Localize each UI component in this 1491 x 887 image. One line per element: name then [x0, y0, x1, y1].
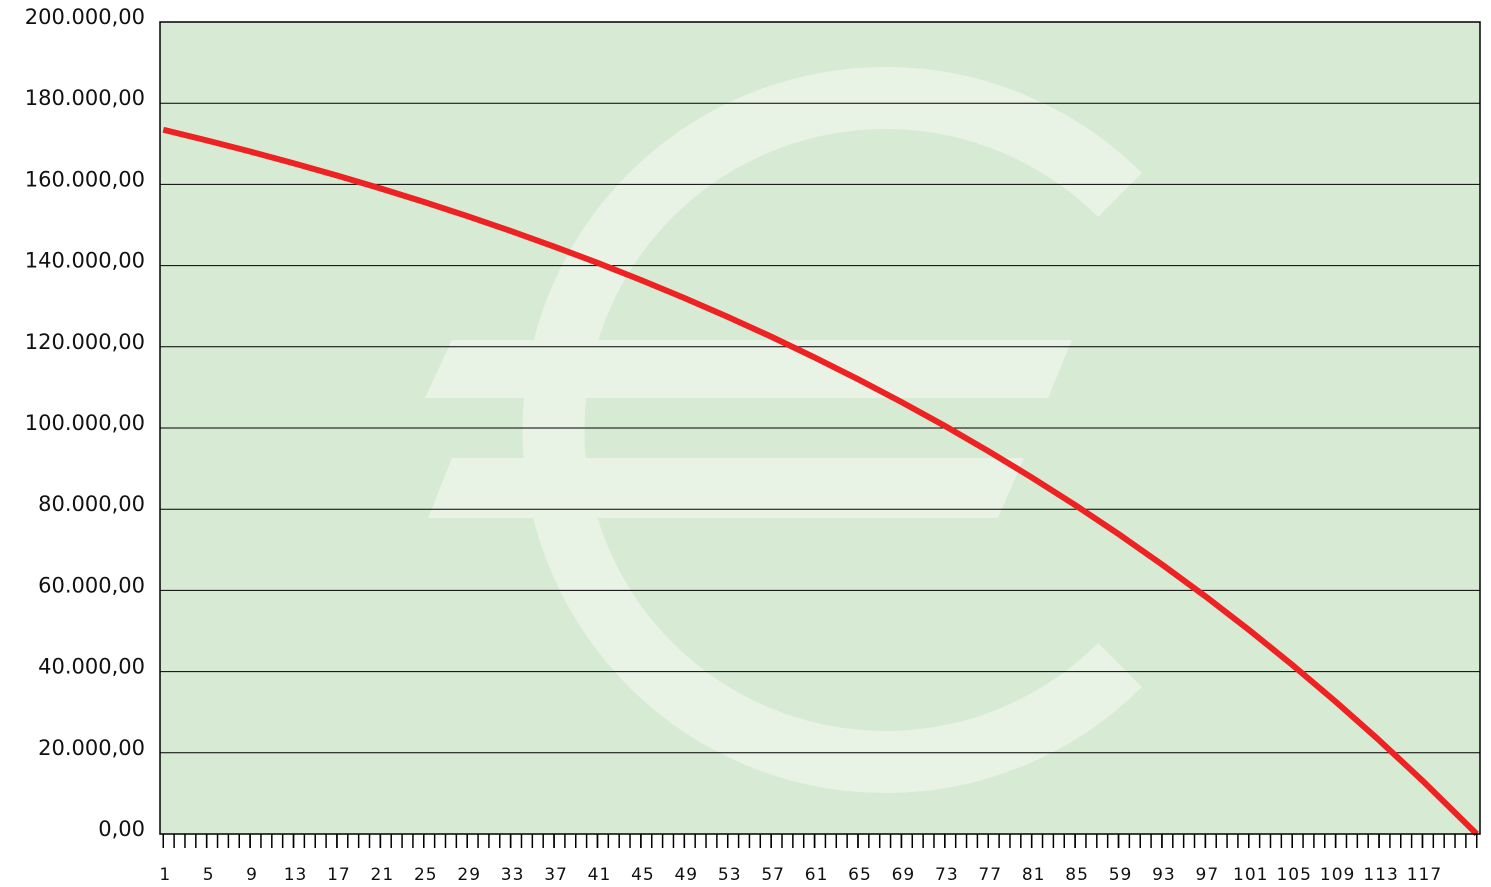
x-tick-label: 105: [1276, 865, 1311, 885]
euro-arc: [522, 67, 1142, 793]
x-tick-label: 101: [1233, 865, 1268, 885]
x-tick-label: 13: [284, 865, 308, 885]
x-tick-label: 113: [1363, 865, 1398, 885]
x-tick-label: 21: [371, 865, 395, 885]
x-tick-label: 73: [935, 865, 959, 885]
x-tick-label: 117: [1407, 865, 1442, 885]
y-tick-label: 40.000,00: [38, 655, 145, 679]
x-tick-label: 5: [203, 865, 215, 885]
x-tick-label: 65: [848, 865, 872, 885]
x-tick-label: 49: [674, 865, 698, 885]
euro-watermark: [425, 67, 1142, 793]
y-tick-label: 140.000,00: [25, 249, 145, 273]
plot-frame: [159, 21, 1481, 835]
x-tick-label: 53: [718, 865, 742, 885]
euro-bar: [428, 458, 1024, 518]
x-tick-label: 25: [414, 865, 438, 885]
x-tick-label: 57: [761, 865, 785, 885]
x-tick-label: 9: [246, 865, 258, 885]
x-tick-label: 93: [1152, 865, 1176, 885]
x-tick-label: 61: [805, 865, 829, 885]
x-tick-label: 29: [457, 865, 481, 885]
x-tick-label: 77: [978, 865, 1002, 885]
y-tick-label: 0,00: [98, 817, 145, 841]
euro-bar: [425, 340, 1072, 398]
y-tick-label: 160.000,00: [25, 167, 145, 191]
x-tick-label: 41: [588, 865, 612, 885]
x-tick-label: 17: [327, 865, 351, 885]
x-tick-label: 97: [1196, 865, 1220, 885]
x-tick-label: 59: [1109, 865, 1133, 885]
y-tick-label: 120.000,00: [25, 330, 145, 354]
x-tick-label: 45: [631, 865, 655, 885]
x-tick-label: 81: [1022, 865, 1046, 885]
y-tick-label: 60.000,00: [38, 573, 145, 597]
line-series: [162, 126, 1479, 837]
x-tick-label: 37: [544, 865, 568, 885]
x-tick-label: 109: [1320, 865, 1355, 885]
x-tick-label: 69: [892, 865, 916, 885]
y-tick-label: 180.000,00: [25, 86, 145, 110]
x-tick-label: 33: [501, 865, 525, 885]
labels: 0,00 20.000,00 40.000,00 60.000,00 80.000,00…: [25, 5, 1478, 885]
marks: [162, 126, 1479, 837]
y-tick-label: 80.000,00: [38, 492, 145, 516]
x-tick-label: 85: [1065, 865, 1089, 885]
y-tick-label: 100.000,00: [25, 411, 145, 435]
y-tick-label: 20.000,00: [38, 736, 145, 760]
x-tick-label: 1: [159, 865, 171, 885]
y-tick-label: 200.000,00: [25, 5, 145, 29]
